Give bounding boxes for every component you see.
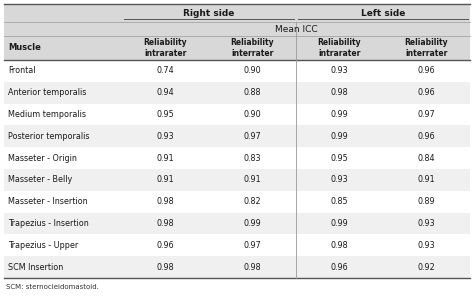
- Text: 0.97: 0.97: [244, 132, 261, 141]
- Text: 0.97: 0.97: [244, 241, 261, 250]
- Text: 0.98: 0.98: [157, 263, 174, 271]
- Text: Reliability
intrarater: Reliability intrarater: [144, 38, 187, 58]
- Text: 0.93: 0.93: [331, 176, 348, 184]
- Bar: [4, 104, 470, 125]
- Text: Reliability
intrarater: Reliability intrarater: [318, 38, 361, 58]
- Text: Masseter - Insertion: Masseter - Insertion: [8, 197, 88, 206]
- Bar: [4, 234, 470, 256]
- Text: Mean ICC: Mean ICC: [275, 24, 317, 34]
- Bar: [4, 60, 470, 82]
- Text: 0.99: 0.99: [331, 132, 348, 141]
- Text: 0.98: 0.98: [157, 219, 174, 228]
- Text: Reliability
interrater: Reliability interrater: [231, 38, 274, 58]
- Text: 0.83: 0.83: [244, 154, 261, 162]
- Text: Left side: Left side: [361, 9, 405, 18]
- Text: 0.91: 0.91: [418, 176, 435, 184]
- Text: Masseter - Origin: Masseter - Origin: [8, 154, 77, 162]
- Text: Masseter - Belly: Masseter - Belly: [8, 176, 72, 184]
- Text: 0.82: 0.82: [244, 197, 261, 206]
- Text: SCM: sternocleidomastoid.: SCM: sternocleidomastoid.: [6, 284, 99, 290]
- Bar: [4, 256, 470, 278]
- Text: 0.98: 0.98: [331, 241, 348, 250]
- Bar: [4, 4, 470, 60]
- Text: 0.98: 0.98: [157, 197, 174, 206]
- Text: 0.93: 0.93: [331, 67, 348, 75]
- Text: 0.94: 0.94: [157, 88, 174, 97]
- Text: 0.85: 0.85: [331, 197, 348, 206]
- Text: 0.97: 0.97: [418, 110, 436, 119]
- Text: 0.91: 0.91: [157, 154, 174, 162]
- Bar: [4, 169, 470, 191]
- Text: Trapezius - Insertion: Trapezius - Insertion: [8, 219, 89, 228]
- Text: 0.96: 0.96: [157, 241, 174, 250]
- Text: 0.98: 0.98: [244, 263, 261, 271]
- Bar: [4, 147, 470, 169]
- Text: 0.84: 0.84: [418, 154, 435, 162]
- Text: Reliability
interrater: Reliability interrater: [405, 38, 448, 58]
- Bar: [4, 125, 470, 147]
- Text: 0.95: 0.95: [156, 110, 174, 119]
- Text: 0.74: 0.74: [157, 67, 174, 75]
- Text: 0.90: 0.90: [244, 110, 261, 119]
- Text: 0.96: 0.96: [418, 88, 435, 97]
- Bar: [4, 82, 470, 104]
- Text: 0.96: 0.96: [331, 263, 348, 271]
- Text: 0.98: 0.98: [331, 88, 348, 97]
- Text: Anterior temporalis: Anterior temporalis: [8, 88, 86, 97]
- Bar: [4, 191, 470, 213]
- Text: 0.91: 0.91: [244, 176, 261, 184]
- Text: 0.99: 0.99: [331, 219, 348, 228]
- Bar: [4, 213, 470, 234]
- Text: 0.89: 0.89: [418, 197, 435, 206]
- Text: Trapezius - Upper: Trapezius - Upper: [8, 241, 78, 250]
- Text: Muscle: Muscle: [8, 43, 41, 53]
- Text: Frontal: Frontal: [8, 67, 36, 75]
- Text: 0.99: 0.99: [331, 110, 348, 119]
- Text: Medium temporalis: Medium temporalis: [8, 110, 86, 119]
- Text: Posterior temporalis: Posterior temporalis: [8, 132, 90, 141]
- Text: 0.93: 0.93: [418, 219, 435, 228]
- Text: 0.88: 0.88: [244, 88, 261, 97]
- Text: 0.96: 0.96: [418, 132, 435, 141]
- Text: 0.93: 0.93: [157, 132, 174, 141]
- Text: 0.95: 0.95: [331, 154, 348, 162]
- Text: SCM Insertion: SCM Insertion: [8, 263, 63, 271]
- Text: Right side: Right side: [183, 9, 235, 18]
- Text: 0.90: 0.90: [244, 67, 261, 75]
- Text: 0.92: 0.92: [418, 263, 436, 271]
- Text: 0.93: 0.93: [418, 241, 435, 250]
- Text: 0.91: 0.91: [157, 176, 174, 184]
- Text: 0.99: 0.99: [244, 219, 261, 228]
- Text: 0.96: 0.96: [418, 67, 435, 75]
